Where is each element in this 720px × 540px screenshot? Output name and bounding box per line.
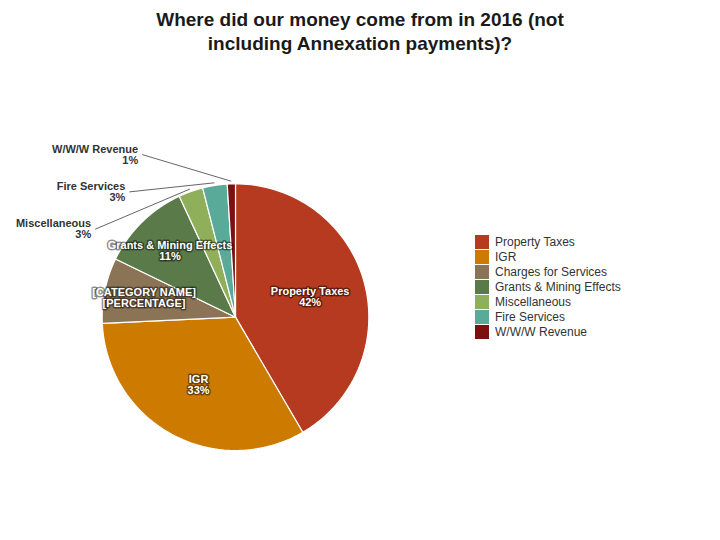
html-text:Fire Services: Fire Services (495, 309, 565, 324)
html-text:Grants & Mining Effects: Grants & Mining Effects (495, 279, 621, 294)
html-text:Miscellaneous: Miscellaneous (495, 294, 571, 309)
svg-text:W/W/W Revenue1%: W/W/W Revenue1% (52, 143, 138, 166)
svg-text:Miscellaneous3%: Miscellaneous3% (16, 217, 91, 240)
svg-text:Property Taxes42%: Property Taxes42% (271, 285, 350, 308)
html-text:Property Taxes: Property Taxes (495, 234, 575, 249)
html-text:W/W/W Revenue: W/W/W Revenue (495, 324, 587, 339)
svg-text:[CATEGORY NAME][PERCENTAGE]: [CATEGORY NAME][PERCENTAGE] (92, 286, 196, 309)
html-text:IGR: IGR (495, 249, 517, 264)
svg-text:IGR33%: IGR33% (188, 373, 210, 396)
html-text:Where did our money come from: Where did our money come from in 2016 (n… (156, 9, 564, 54)
html-text:Charges for Services: Charges for Services (495, 264, 607, 279)
svg-text:Grants & Mining Effects11%: Grants & Mining Effects11% (108, 239, 233, 262)
svg-text:Fire Services3%: Fire Services3% (57, 180, 126, 203)
